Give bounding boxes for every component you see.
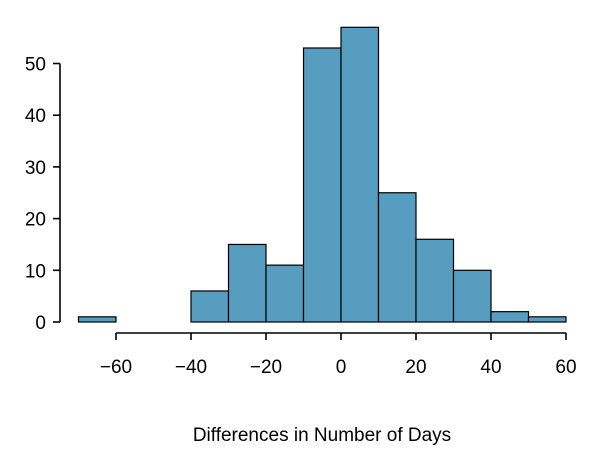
histogram-bar-8 <box>377 192 417 323</box>
x-tick-label: 20 <box>405 357 426 378</box>
x-tick-label: 0 <box>336 357 347 378</box>
histogram-bar-7 <box>340 26 380 323</box>
bars-group <box>77 26 567 323</box>
x-tick-label: 40 <box>480 357 501 378</box>
histogram-bar-10 <box>452 269 492 323</box>
x-axis-title: Differences in Number of Days <box>193 425 451 446</box>
histogram-bar-4 <box>227 243 267 323</box>
histogram-bar-3 <box>190 290 230 323</box>
histogram-bar-0 <box>77 316 117 323</box>
x-tick-label: −60 <box>100 357 132 378</box>
y-tick-label: 50 <box>25 55 46 76</box>
y-tick-label: 0 <box>35 313 46 334</box>
histogram-bar-6 <box>302 47 342 323</box>
x-tick-label: −40 <box>175 357 207 378</box>
x-tick-label: 60 <box>555 357 576 378</box>
y-tick-label: 30 <box>25 158 46 179</box>
histogram-bar-9 <box>415 238 455 323</box>
x-tick-label: −20 <box>250 357 282 378</box>
histogram-bar-11 <box>490 311 530 323</box>
y-tick-label: 10 <box>25 261 46 282</box>
histogram-bar-5 <box>265 264 305 323</box>
y-axis: 0 10 20 30 40 50 <box>25 55 61 334</box>
x-axis: −60 −40 −20 0 20 40 60 <box>100 332 577 378</box>
y-tick-label: 40 <box>25 106 46 127</box>
y-tick-label: 20 <box>25 210 46 231</box>
histogram-bar-12 <box>527 316 567 323</box>
